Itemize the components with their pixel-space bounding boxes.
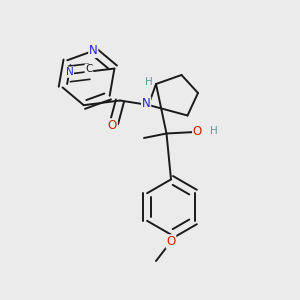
Text: O: O bbox=[108, 119, 117, 132]
Text: O: O bbox=[193, 124, 202, 138]
Text: H: H bbox=[210, 126, 218, 136]
Text: N: N bbox=[142, 97, 151, 110]
Text: O: O bbox=[167, 235, 176, 248]
Text: N: N bbox=[89, 44, 98, 57]
Text: C: C bbox=[85, 64, 93, 74]
Text: H: H bbox=[145, 76, 152, 87]
Text: N: N bbox=[66, 67, 73, 77]
